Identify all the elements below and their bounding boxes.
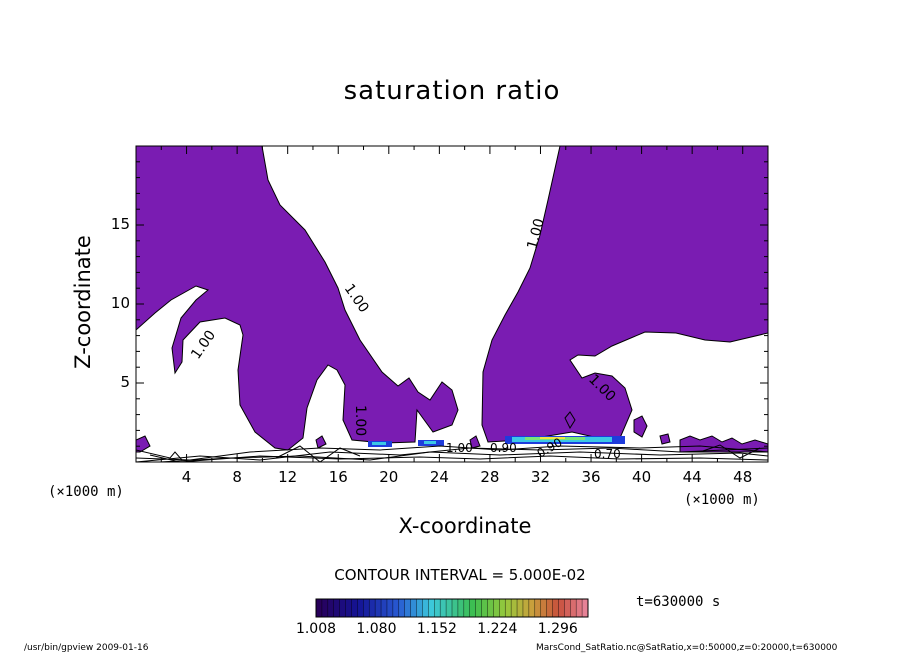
colorbar-cell <box>351 599 358 617</box>
contour-label: 1.00 <box>524 217 548 251</box>
y-tick-label: 15 <box>110 215 130 233</box>
time-label: t=630000 s <box>636 594 721 610</box>
colorbar-tick-label: 1.224 <box>477 621 518 637</box>
contour-interval: CONTOUR INTERVAL = 5.000E-02 <box>334 566 586 584</box>
colorbar-cell <box>316 599 323 617</box>
colorbar-cell <box>386 599 394 617</box>
footer-left: /usr/bin/gpview 2009-01-16 <box>24 643 149 653</box>
supersaturated-region <box>481 146 768 443</box>
colorbar-cell <box>357 599 364 617</box>
colorbar-cell <box>440 599 447 617</box>
y-tick-label: 5 <box>120 373 130 391</box>
low-contours <box>136 444 768 462</box>
colorbar-frame <box>315 598 589 618</box>
y-axis-label: Z-coordinate <box>71 235 95 369</box>
x-unit-right: (×1000 m) <box>684 492 760 508</box>
colorbar-cell <box>552 599 559 617</box>
x-unit-left: (×1000 m) <box>48 484 124 500</box>
x-tick-label: 48 <box>733 468 753 486</box>
colorbar-cell <box>363 599 370 617</box>
colorbar-cell <box>333 599 341 617</box>
x-tick-label: 44 <box>682 468 702 486</box>
colorbar-cell <box>345 599 352 617</box>
colorbar-cell <box>558 599 565 617</box>
colorbar-cell <box>534 599 542 617</box>
colorbar-cell <box>446 599 453 617</box>
colorbar-cell <box>540 599 548 617</box>
colorbar-cell <box>546 599 554 617</box>
colorbar-cell <box>398 599 406 617</box>
colorbar-cell <box>404 599 412 617</box>
contour-label: 0.70 <box>594 447 621 461</box>
colorbar-cell <box>375 599 382 617</box>
x-tick-label: 40 <box>632 468 652 486</box>
x-tick-label: 24 <box>429 468 449 486</box>
x-tick-marks <box>160 146 769 462</box>
x-tick-label: 12 <box>278 468 298 486</box>
colorbar-cell <box>369 599 376 617</box>
colorbar-cell <box>469 599 477 617</box>
contour-label: 0.90 <box>490 441 517 455</box>
colorbar-tick-label: 1.008 <box>295 621 337 637</box>
colorbar-cell <box>517 599 524 617</box>
x-tick-label: 8 <box>232 468 242 486</box>
colorbar-cell <box>428 599 435 617</box>
colorbar-cell <box>582 599 589 617</box>
footer-right: MarsCond_SatRatio.nc@SatRatio,x=0:50000,… <box>536 643 838 653</box>
colorbar-cell <box>327 599 335 617</box>
x-tick-label: 36 <box>581 468 601 486</box>
colorbar-cell <box>463 599 471 617</box>
colorbar-cell <box>392 599 400 617</box>
contour-label: 1.00 <box>446 441 473 455</box>
colorbar-cell <box>416 599 423 617</box>
x-tick-label: 4 <box>181 468 192 486</box>
colorbar-cell <box>505 599 512 617</box>
x-tick-label: 28 <box>480 468 500 486</box>
contour-label: 1.00 <box>188 328 219 363</box>
x-tick-label: 20 <box>379 468 399 486</box>
colorbar-cell <box>381 599 388 617</box>
colorbar-tick-label: 1.296 <box>537 621 578 637</box>
colorbar-cell <box>570 599 577 617</box>
y-tick-label: 10 <box>110 294 130 312</box>
colorbar-cell <box>457 599 465 617</box>
colorbar-cell <box>493 599 500 617</box>
x-axis-label: X-coordinate <box>398 514 532 538</box>
colorbar-cell <box>434 599 441 617</box>
colorbar <box>315 598 589 618</box>
colorbar-cell <box>499 599 506 617</box>
colorbar-cell <box>475 599 483 617</box>
colorbar-cell <box>452 599 459 617</box>
colorbar-cell <box>410 599 418 617</box>
contour-label: 1.00 <box>352 405 368 436</box>
colorbar-cell <box>576 599 583 617</box>
colorbar-tick-label: 1.080 <box>356 621 397 637</box>
colorbar-cell <box>511 599 518 617</box>
colorbar-cell <box>528 599 536 617</box>
colorbar-tick-label: 1.152 <box>416 621 457 637</box>
colorbar-cell <box>564 599 571 617</box>
contour-fill <box>136 146 768 462</box>
colorbar-cell <box>321 599 329 617</box>
colorbar-cell <box>522 599 530 617</box>
colorbar-cell <box>422 599 429 617</box>
colorbar-cell <box>339 599 347 617</box>
colorbar-cell <box>481 599 488 617</box>
colorbar-cell <box>487 599 494 617</box>
supersaturated-region <box>136 146 459 451</box>
y-tick-marks <box>136 145 768 447</box>
chart-title: saturation ratio <box>343 76 561 106</box>
x-tick-label: 32 <box>530 468 551 486</box>
x-tick-label: 16 <box>328 468 348 486</box>
